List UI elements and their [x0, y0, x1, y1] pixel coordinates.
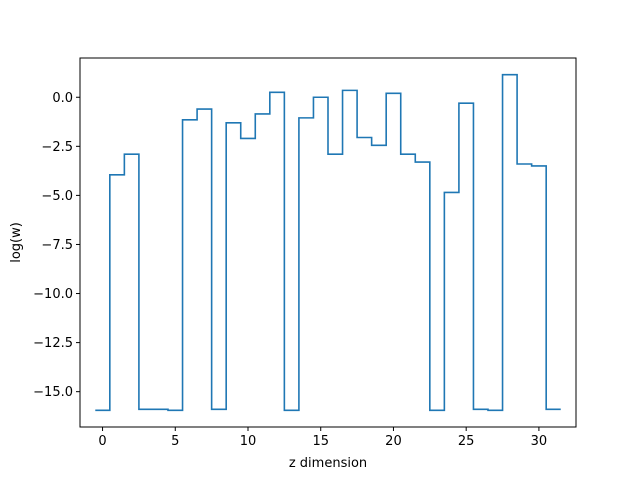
data-point — [464, 101, 468, 105]
y-tick-label: −2.5 — [41, 140, 73, 155]
data-point — [275, 90, 279, 94]
x-tick-label: 10 — [240, 434, 257, 449]
data-point — [130, 152, 134, 156]
x-tick-label: 0 — [98, 434, 106, 449]
x-tick-label: 15 — [312, 434, 329, 449]
data-point — [450, 190, 454, 194]
data-point — [421, 160, 425, 164]
data-point — [406, 152, 410, 156]
x-tick-label: 5 — [171, 434, 179, 449]
y-tick-label: −7.5 — [41, 238, 73, 253]
data-point — [304, 116, 308, 120]
data-point — [333, 152, 337, 156]
data-point — [290, 408, 294, 412]
data-point — [537, 164, 541, 168]
axes-frame — [79, 57, 577, 428]
plot-area — [95, 73, 561, 412]
x-tick-label: 25 — [458, 434, 475, 449]
data-point — [159, 407, 163, 411]
y-tick-label: −12.5 — [33, 336, 73, 351]
data-point — [391, 91, 395, 95]
data-point — [202, 107, 206, 111]
data-point — [551, 407, 555, 411]
data-point — [188, 118, 192, 122]
y-tick-label: −10.0 — [33, 287, 73, 302]
data-point — [377, 143, 381, 147]
x-tick-label: 30 — [531, 434, 548, 449]
x-axis-label: z dimension — [289, 456, 367, 471]
data-point — [435, 408, 439, 412]
data-point — [173, 408, 177, 412]
y-axis: 0.0 −2.5 −5.0 −7.5 −10.0 −12.5 −15.0 — [33, 91, 80, 400]
data-point — [246, 136, 250, 140]
series-line — [95, 73, 561, 412]
y-axis-label: log(w) — [9, 222, 24, 263]
y-tick-label: −15.0 — [33, 385, 73, 400]
data-point — [217, 407, 221, 411]
y-tick-label: 0.0 — [52, 91, 73, 106]
data-point — [261, 112, 265, 116]
data-point — [319, 95, 323, 99]
x-tick-label: 20 — [385, 434, 402, 449]
data-point — [479, 407, 483, 411]
x-axis: 0 5 10 15 20 25 30 — [98, 427, 547, 449]
y-tick-label: −5.0 — [41, 189, 73, 204]
data-point — [508, 73, 512, 77]
data-point — [348, 88, 352, 92]
data-point — [231, 121, 235, 125]
data-point — [493, 408, 497, 412]
data-point — [115, 173, 119, 177]
data-point — [362, 135, 366, 139]
data-point — [101, 408, 105, 412]
data-point — [144, 407, 148, 411]
data-point — [522, 162, 526, 166]
